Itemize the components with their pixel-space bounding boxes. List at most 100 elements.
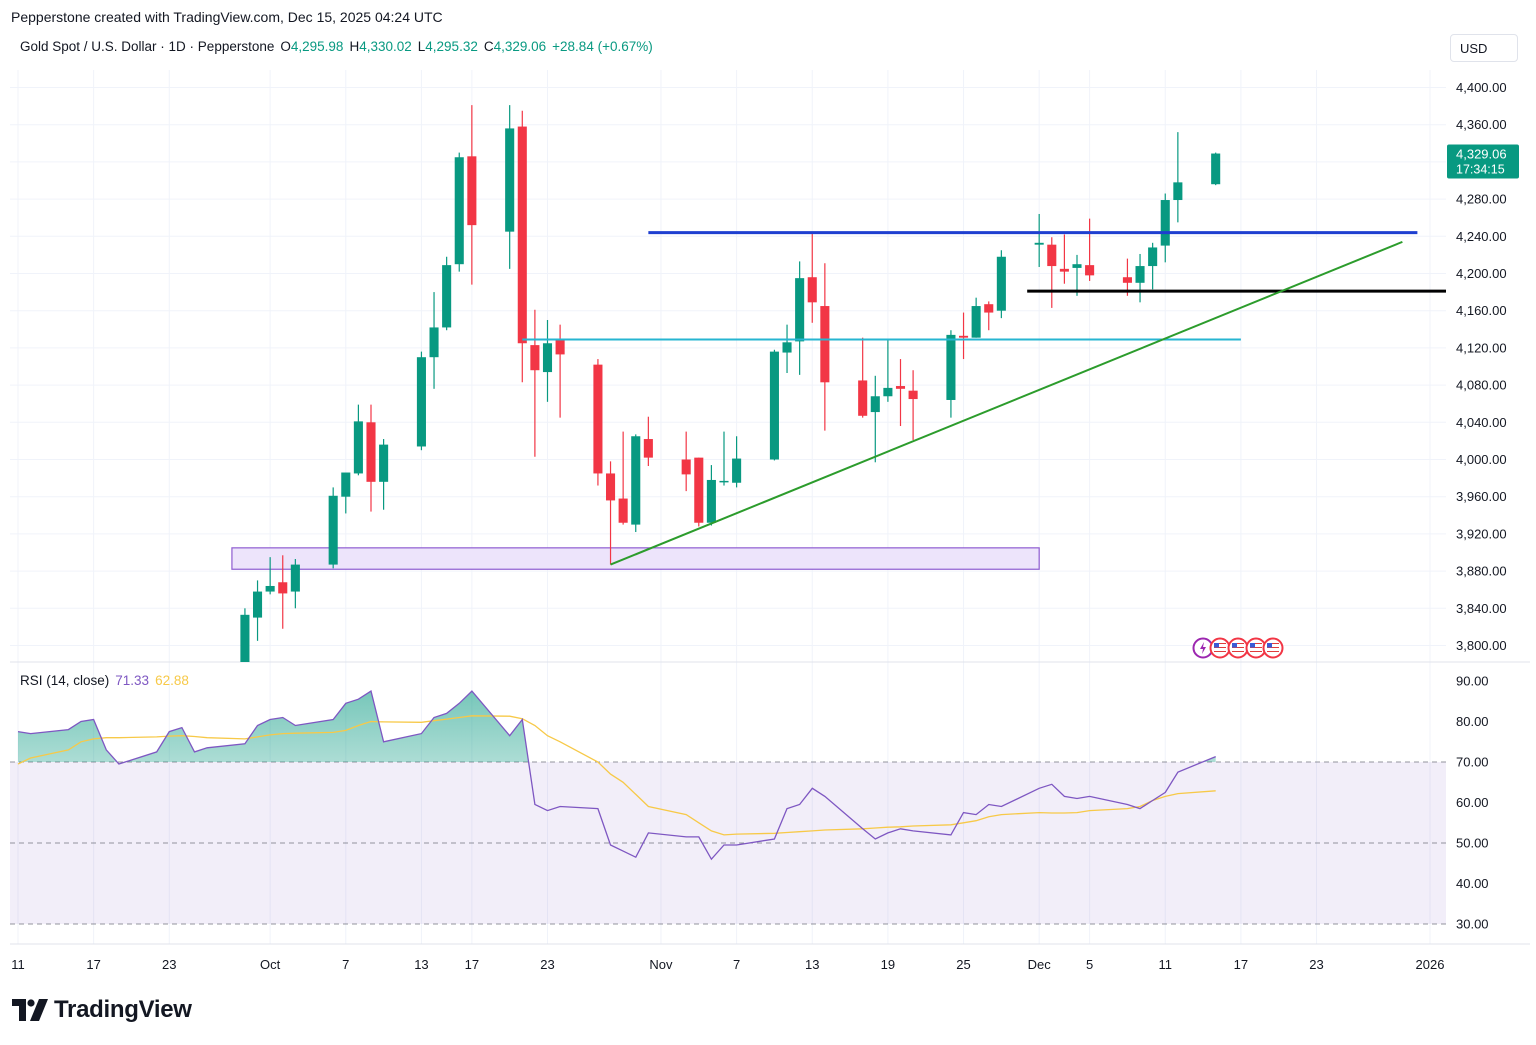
price-tick-label: 3,800.00 bbox=[1456, 638, 1507, 653]
candle-body bbox=[252, 591, 263, 618]
candle bbox=[807, 232, 817, 323]
axes-layer: 4,400.004,360.004,320.004,280.004,240.00… bbox=[11, 80, 1536, 980]
symbol-name[interactable]: Gold Spot / U.S. Dollar · 1D · Peppersto… bbox=[20, 39, 275, 54]
flag-stripe bbox=[1214, 649, 1226, 650]
time-tick-label: 13 bbox=[414, 957, 428, 972]
flag-stripe bbox=[1250, 645, 1262, 646]
flag-stripe bbox=[1250, 647, 1262, 648]
time-tick-label: Oct bbox=[260, 957, 281, 972]
time-tick-label: 11 bbox=[1159, 957, 1173, 972]
last-price-tag bbox=[1447, 144, 1519, 179]
low-label: L bbox=[417, 39, 426, 54]
candle-body bbox=[1148, 247, 1158, 267]
candle bbox=[1085, 218, 1095, 281]
time-tick-label: 11 bbox=[11, 957, 25, 972]
candle-body bbox=[883, 387, 893, 397]
rsi-label[interactable]: RSI (14, close) bbox=[20, 673, 110, 688]
candle bbox=[1059, 234, 1069, 284]
flag-stripe bbox=[1232, 651, 1244, 652]
candle-body bbox=[328, 495, 338, 565]
event-icons[interactable] bbox=[1192, 637, 1284, 659]
candle bbox=[353, 404, 363, 476]
price-grid bbox=[10, 70, 1530, 945]
rsi-tick-label: 60.00 bbox=[1456, 795, 1489, 810]
candle-body bbox=[379, 444, 389, 482]
candle-body bbox=[366, 422, 376, 482]
candle-body bbox=[732, 458, 742, 483]
us-flag-icon[interactable] bbox=[1245, 637, 1267, 659]
change-value: +28.84 (+0.67%) bbox=[552, 39, 653, 54]
rsi-layer bbox=[17, 690, 1216, 861]
candle bbox=[1211, 152, 1221, 186]
us-flag-icon[interactable] bbox=[1227, 637, 1249, 659]
rsi-tick-label: 70.00 bbox=[1456, 755, 1489, 770]
close-label: C bbox=[483, 39, 494, 54]
us-flag-icon[interactable] bbox=[1209, 637, 1231, 659]
candle-body bbox=[719, 480, 729, 483]
price-tick-label: 4,080.00 bbox=[1456, 378, 1507, 393]
candle bbox=[605, 461, 616, 565]
flag-stripe bbox=[1267, 643, 1279, 644]
candle bbox=[290, 559, 300, 609]
open-label: O bbox=[280, 39, 291, 54]
time-tick-label: Dec bbox=[1028, 957, 1052, 972]
candle bbox=[593, 359, 603, 486]
price-tick-label: 4,400.00 bbox=[1456, 80, 1507, 95]
candle bbox=[265, 557, 275, 595]
price-tick-label: 4,360.00 bbox=[1456, 117, 1507, 132]
candle-body bbox=[1072, 264, 1082, 268]
time-tick-label: 25 bbox=[956, 957, 970, 972]
candle bbox=[820, 263, 830, 431]
candle bbox=[517, 110, 527, 383]
tradingview-logo-icon bbox=[12, 999, 48, 1021]
candle-body bbox=[971, 306, 981, 338]
candle-body bbox=[442, 265, 452, 328]
candle bbox=[505, 105, 515, 269]
flag-stripe bbox=[1250, 651, 1262, 652]
tradingview-logo[interactable]: TradingView bbox=[12, 996, 192, 1024]
price-tick-label: 4,240.00 bbox=[1456, 229, 1507, 244]
flag-canton bbox=[1267, 643, 1272, 648]
us-flag-icon[interactable] bbox=[1262, 637, 1284, 659]
candle-body bbox=[454, 157, 464, 265]
candle-body bbox=[1034, 242, 1044, 245]
candle bbox=[1047, 237, 1057, 308]
candle-body bbox=[429, 327, 439, 358]
brand-name: TradingView bbox=[54, 996, 192, 1023]
flag-stripe bbox=[1267, 647, 1279, 648]
flag-canton bbox=[1250, 643, 1255, 648]
candle-body bbox=[1047, 244, 1057, 267]
currency-selector[interactable]: USD bbox=[1450, 34, 1518, 62]
time-tick-label: 23 bbox=[1309, 957, 1323, 972]
candle bbox=[643, 416, 653, 467]
time-tick-label: 5 bbox=[1086, 957, 1093, 972]
time-tick-label: 17 bbox=[465, 957, 479, 972]
candle-body bbox=[769, 351, 779, 460]
candle bbox=[681, 431, 691, 492]
candle-body bbox=[530, 345, 540, 371]
candle-body bbox=[1160, 200, 1170, 246]
candle bbox=[467, 105, 477, 285]
candle bbox=[795, 261, 805, 375]
bar-countdown: 17:34:15 bbox=[1456, 163, 1505, 177]
candle-body bbox=[1122, 277, 1132, 283]
candle-body bbox=[1211, 153, 1221, 185]
symbol-legend: Gold Spot / U.S. Dollar · 1D · Peppersto… bbox=[20, 39, 653, 54]
candle-body bbox=[1085, 265, 1095, 276]
rsi-band-fill bbox=[10, 762, 1446, 924]
price-tick-label: 4,160.00 bbox=[1456, 303, 1507, 318]
candle bbox=[1072, 254, 1082, 296]
zone-layer bbox=[231, 547, 1040, 570]
candles-layer bbox=[240, 105, 1221, 662]
candle-body bbox=[694, 457, 704, 523]
rsi-ma-value: 62.88 bbox=[155, 673, 189, 688]
candle bbox=[958, 312, 969, 360]
price-tick-label: 4,040.00 bbox=[1456, 415, 1507, 430]
chart-credit: Pepperstone created with TradingView.com… bbox=[11, 9, 443, 25]
candle bbox=[341, 472, 351, 514]
high-label: H bbox=[349, 39, 360, 54]
candle-body bbox=[946, 334, 956, 400]
candle-body bbox=[996, 256, 1006, 311]
time-tick-label: 23 bbox=[162, 957, 176, 972]
